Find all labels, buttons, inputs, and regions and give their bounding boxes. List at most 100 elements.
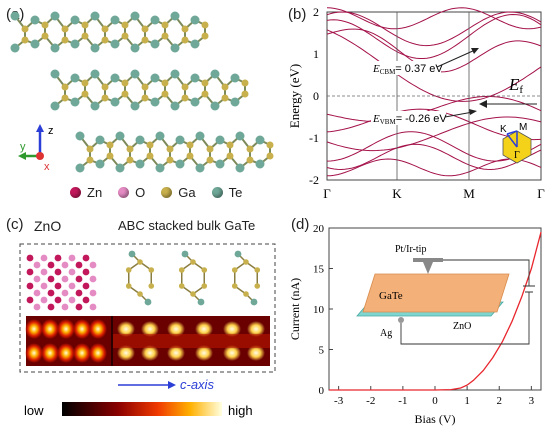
ga-atom xyxy=(166,156,174,164)
zno-atom xyxy=(75,289,83,297)
ga-atom xyxy=(125,267,132,273)
band-curve xyxy=(326,131,542,162)
iv-ticks: -3 -2 -1 0 1 2 3 0 5 10 15 20 xyxy=(313,223,535,407)
ga-atom xyxy=(178,267,185,273)
ga-atom xyxy=(41,21,49,29)
ga-atom xyxy=(266,141,274,149)
zno-atom xyxy=(61,289,69,297)
density-blob xyxy=(73,343,91,363)
ga-atom xyxy=(126,156,134,164)
ga-atom xyxy=(201,267,208,273)
te-atom xyxy=(155,163,165,173)
te-atom xyxy=(170,101,180,111)
iv-series-line xyxy=(329,231,542,391)
ga-atom xyxy=(206,145,214,153)
te-atom xyxy=(75,131,85,141)
ga-atom xyxy=(21,36,29,44)
zno-atom xyxy=(47,289,55,297)
te-atom xyxy=(110,73,120,83)
ga-atom xyxy=(161,21,169,29)
ga-atom xyxy=(125,283,132,289)
legend-label-o: O xyxy=(135,185,146,200)
ga-atom xyxy=(226,152,234,160)
zno-atom xyxy=(40,296,48,304)
ga-atom xyxy=(221,83,229,91)
zno-atom xyxy=(89,303,97,311)
ecbm-annotation: ECBM= 0.37 eV xyxy=(372,63,443,76)
te-atom xyxy=(150,73,160,83)
te-atom xyxy=(130,43,140,53)
zno-atom xyxy=(54,268,62,276)
ga-atom xyxy=(190,259,196,265)
ga-atom xyxy=(178,283,185,289)
c-axis-label: c-axis xyxy=(180,377,214,392)
te-atom xyxy=(130,101,140,111)
te-atom xyxy=(234,250,242,258)
ga-atom xyxy=(186,152,194,160)
ga-atom xyxy=(148,283,155,289)
zno-atom xyxy=(75,261,83,269)
band-curve xyxy=(326,95,542,122)
te-atom xyxy=(70,15,80,25)
te-atom xyxy=(215,159,225,169)
scale-high-label: high xyxy=(228,403,253,418)
density-blob xyxy=(89,319,107,339)
te-atom xyxy=(144,298,152,306)
band-ytick: -2 xyxy=(309,173,319,187)
te-atom xyxy=(190,39,200,49)
band-curve xyxy=(326,143,542,171)
ga-atom xyxy=(181,94,189,102)
ga-atom xyxy=(146,141,154,149)
zno-atom xyxy=(82,268,90,276)
density-blob xyxy=(141,321,159,337)
density-blob xyxy=(41,319,59,339)
dashed-frame xyxy=(19,243,276,373)
ga-atom xyxy=(243,259,249,265)
zno-atom xyxy=(68,296,76,304)
band-ytick: 0 xyxy=(313,89,319,103)
density-blob xyxy=(247,321,265,337)
ga-atom xyxy=(141,25,149,33)
ga-atom xyxy=(41,32,49,40)
charge-density-blobs xyxy=(25,319,270,363)
te-atom xyxy=(181,250,189,258)
zno-atom xyxy=(40,254,48,262)
ga-atom xyxy=(246,145,254,153)
ga-atom xyxy=(266,152,274,160)
ga-atom xyxy=(161,32,169,40)
ga-atom xyxy=(148,267,155,273)
iv-xtick: 3 xyxy=(529,395,535,407)
structure-layer xyxy=(75,131,274,173)
zno-atom xyxy=(54,282,62,290)
te-atom xyxy=(30,39,40,49)
zno-atom xyxy=(61,275,69,283)
ga-atom xyxy=(101,94,109,102)
iv-curve-chart: -3 -2 -1 0 1 2 3 0 5 10 15 20 Current (nA) Bias (V)… xyxy=(288,223,542,426)
iv-xtick: 2 xyxy=(496,395,502,407)
ga-atom xyxy=(181,25,189,33)
band-curve xyxy=(326,13,542,59)
zno-atom xyxy=(82,254,90,262)
te-atom xyxy=(150,97,160,107)
iv-ytick: 15 xyxy=(313,264,325,276)
te-atom xyxy=(195,163,205,173)
band-k-ticks: Γ K M Γ xyxy=(323,186,545,201)
te-atom xyxy=(110,15,120,25)
zno-atom xyxy=(54,254,62,262)
density-blob xyxy=(247,345,265,361)
atom-legend: Zn O Ga Te xyxy=(70,185,242,200)
te-atom xyxy=(128,250,136,258)
te-atom xyxy=(130,69,140,79)
te-atom xyxy=(50,101,60,111)
band-curve xyxy=(326,7,542,30)
panel-label-d: (d) xyxy=(291,216,310,233)
ga-atom xyxy=(86,156,94,164)
tip-icon xyxy=(423,262,433,274)
bz-label-gamma: Γ xyxy=(514,150,520,161)
zno-atom xyxy=(75,275,83,283)
ga-atom xyxy=(226,141,234,149)
zno-atom xyxy=(68,268,76,276)
ga-atom xyxy=(126,145,134,153)
te-atom xyxy=(70,73,80,83)
te-atom xyxy=(235,131,245,141)
